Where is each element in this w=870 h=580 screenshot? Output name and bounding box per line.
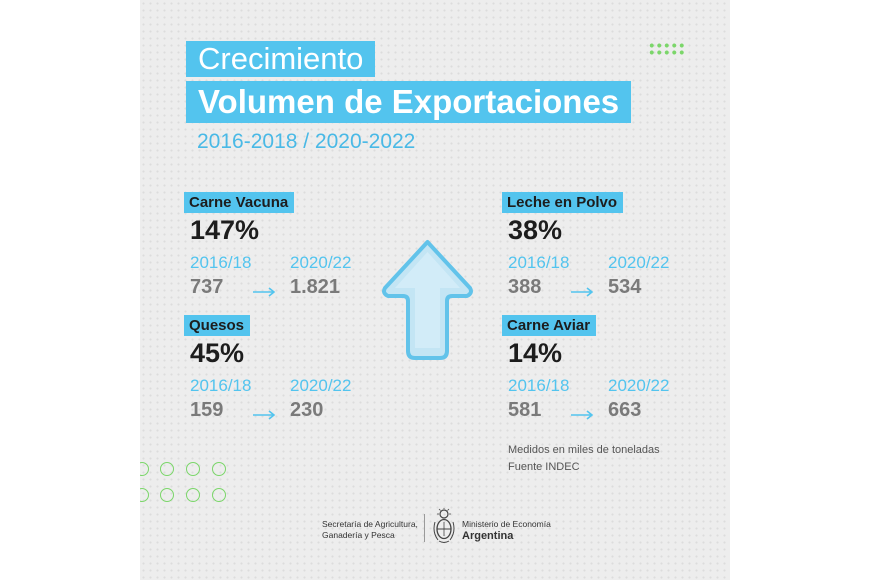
product-leche-en-polvo: Leche en Polvo 38% 2016/18 2020/22 388 5…: [502, 192, 692, 322]
growth-percent: 38%: [508, 215, 563, 245]
value-to: 663: [608, 399, 642, 421]
growth-percent: 14%: [508, 338, 563, 368]
year-from: 2016/18: [190, 253, 252, 272]
arrow-right-icon: [571, 410, 594, 420]
period-subtitle: 2016-2018 / 2020-2022: [197, 130, 416, 153]
value-from: 581: [508, 399, 542, 421]
secretaria-line2: Ganadería y Pesca: [322, 530, 395, 540]
arrow-up-icon: [382, 240, 473, 360]
title-line1: Crecimiento: [186, 41, 376, 77]
vertical-divider: [424, 514, 425, 542]
argentina-coat-of-arms-icon: [433, 508, 455, 543]
value-to: 534: [608, 276, 642, 298]
value-from: 159: [190, 399, 224, 421]
arrow-right-icon: [571, 287, 594, 297]
ministerio-logo: Ministerio de Economía Argentina: [462, 519, 551, 543]
secretaria-logo: Secretaría de Agricultura, Ganadería y P…: [322, 519, 418, 541]
product-quesos: Quesos 45% 2016/18 2020/22 159 230: [184, 315, 374, 445]
value-from: 388: [508, 276, 542, 298]
infographic-card: Crecimiento Volumen de Exportaciones 201…: [140, 0, 730, 580]
year-to: 2020/22: [608, 376, 670, 395]
title-line2: Volumen de Exportaciones: [186, 81, 632, 123]
secretaria-line1: Secretaría de Agricultura,: [322, 519, 418, 529]
product-carne-aviar: Carne Aviar 14% 2016/18 2020/22 581 663: [502, 315, 692, 445]
units-note: Medidos en miles de toneladas: [508, 444, 660, 456]
year-from: 2016/18: [508, 253, 570, 272]
decorative-dots: [648, 42, 686, 56]
year-to: 2020/22: [290, 376, 352, 395]
arrow-right-icon: [253, 287, 276, 297]
product-label: Quesos: [184, 315, 251, 336]
arrow-right-icon: [253, 410, 276, 420]
ministerio-line2: Argentina: [462, 530, 514, 542]
value-from: 737: [190, 276, 224, 298]
ministerio-line1: Ministerio de Economía: [462, 519, 551, 529]
year-from: 2016/18: [190, 376, 252, 395]
growth-percent: 147%: [190, 215, 260, 245]
source-note: Fuente INDEC: [508, 461, 580, 473]
product-label: Leche en Polvo: [502, 192, 624, 213]
growth-percent: 45%: [190, 338, 245, 368]
year-to: 2020/22: [608, 253, 670, 272]
product-label: Carne Vacuna: [184, 192, 295, 213]
product-carne-vacuna: Carne Vacuna 147% 2016/18 2020/22 737 1.…: [184, 192, 374, 322]
value-to: 230: [290, 399, 324, 421]
year-from: 2016/18: [508, 376, 570, 395]
year-to: 2020/22: [290, 253, 352, 272]
value-to: 1.821: [290, 276, 341, 298]
product-label: Carne Aviar: [502, 315, 597, 336]
